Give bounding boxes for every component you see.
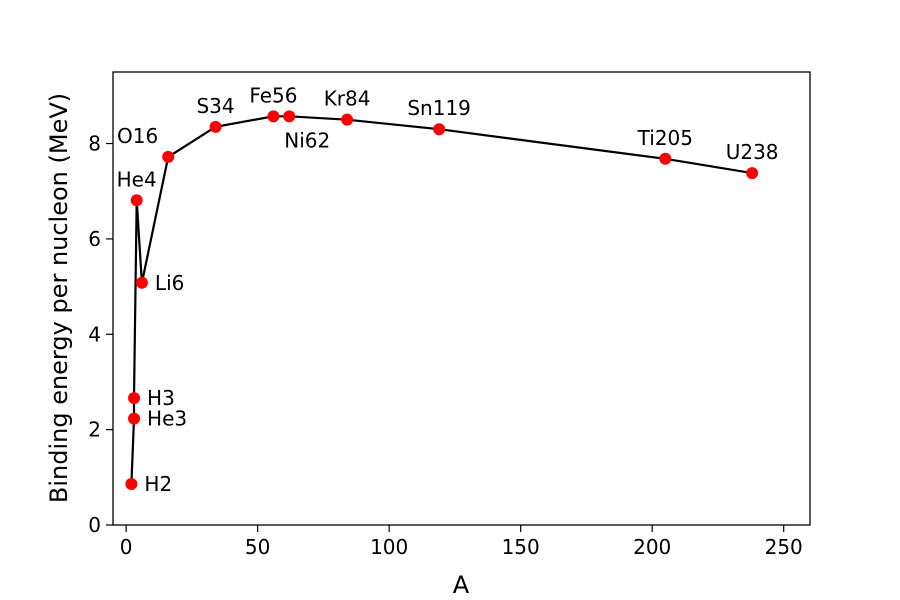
data-point-h2 (125, 477, 138, 490)
x-tick-label: 100 (370, 535, 408, 559)
data-points-layer (125, 110, 759, 490)
y-tick-label: 0 (88, 513, 101, 537)
point-label-kr84: Kr84 (324, 87, 371, 111)
data-point-he3 (128, 412, 141, 425)
data-point-s34 (209, 120, 222, 133)
point-label-o16: O16 (117, 124, 158, 148)
data-point-fe56 (267, 110, 280, 123)
point-label-li6: Li6 (155, 271, 184, 295)
point-label-he3: He3 (147, 407, 187, 431)
y-tick-label: 8 (88, 132, 101, 156)
point-label-s34: S34 (196, 94, 234, 118)
data-point-li6 (135, 276, 148, 289)
y-tick-label: 6 (88, 227, 101, 251)
y-tick-label: 4 (88, 322, 101, 346)
data-point-he4 (130, 194, 143, 207)
point-label-u238: U238 (726, 140, 779, 164)
data-point-ni62 (283, 110, 296, 123)
y-tick-label: 2 (88, 418, 101, 442)
data-point-h3 (128, 392, 141, 405)
x-tick-label: 50 (245, 535, 270, 559)
point-label-fe56: Fe56 (249, 83, 297, 107)
plot-frame (112, 71, 811, 526)
y-axis-label: Binding energy per nucleon (MeV) (45, 93, 73, 503)
data-point-u238 (746, 167, 759, 180)
x-tick-label: 0 (120, 535, 133, 559)
data-point-kr84 (341, 113, 354, 126)
x-axis-label: A (453, 571, 470, 599)
x-axis-ticks: 0 50 100 150 200 250 (120, 525, 803, 559)
plot-area (113, 72, 810, 525)
point-label-he4: He4 (117, 167, 157, 191)
point-label-ni62: Ni62 (284, 128, 330, 152)
point-label-h2: H2 (144, 472, 172, 496)
x-tick-label: 250 (765, 535, 803, 559)
point-label-ti205: Ti205 (637, 126, 693, 150)
x-tick-label: 150 (502, 535, 540, 559)
x-tick-label: 200 (633, 535, 671, 559)
point-label-sn119: Sn119 (407, 96, 471, 120)
data-point-o16 (162, 150, 175, 163)
y-axis-ticks: 0 2 4 6 8 (88, 132, 113, 537)
data-point-sn119 (433, 123, 446, 136)
data-point-ti205 (659, 152, 672, 165)
point-label-h3: H3 (147, 386, 175, 410)
